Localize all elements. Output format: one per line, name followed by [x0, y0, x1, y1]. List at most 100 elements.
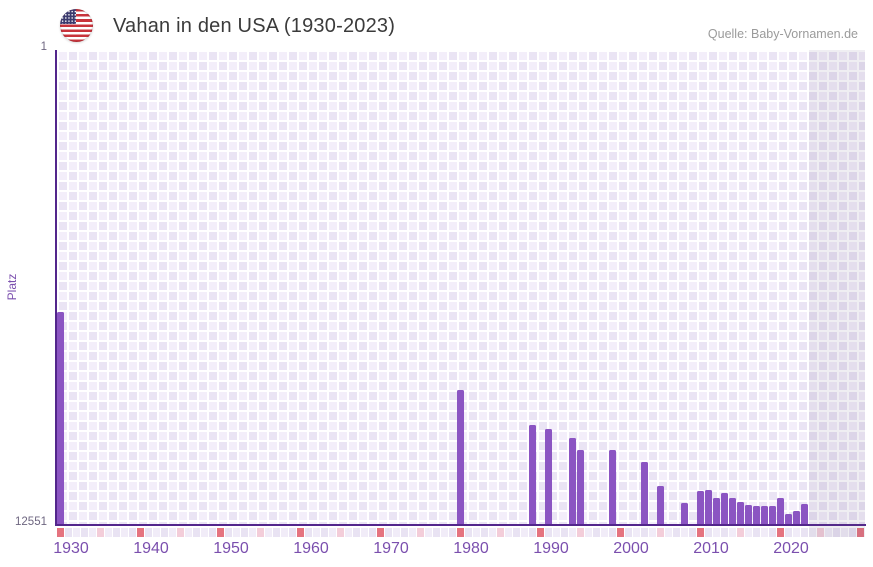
- year-marker-1945: [177, 528, 184, 537]
- rank-bar-1930[interactable]: [57, 311, 64, 525]
- year-marker-2030: [857, 528, 864, 537]
- rank-bar-2011[interactable]: [705, 490, 712, 525]
- year-marker-1956: [265, 528, 272, 537]
- source-credit: Quelle: Baby-Vornamen.de: [707, 27, 858, 41]
- year-marker-1953: [241, 528, 248, 537]
- y-tick-bottom: 12551: [15, 516, 47, 528]
- year-marker-2029: [849, 528, 856, 537]
- rank-bar-1994[interactable]: [569, 437, 576, 525]
- year-marker-1971: [385, 528, 392, 537]
- rank-bar-2014[interactable]: [729, 498, 736, 525]
- x-tick-label-2000: 2000: [613, 540, 649, 557]
- year-marker-1942: [153, 528, 160, 537]
- year-marker-2018: [761, 528, 768, 537]
- year-marker-1982: [473, 528, 480, 537]
- rank-bar-2016[interactable]: [745, 504, 752, 525]
- year-marker-1977: [433, 528, 440, 537]
- year-marker-1990: [537, 528, 544, 537]
- year-marker-1966: [345, 528, 352, 537]
- chart-title: Vahan in den USA (1930-2023): [113, 15, 396, 37]
- year-marker-1938: [121, 528, 128, 537]
- rank-bar-2020[interactable]: [777, 498, 784, 525]
- rank-bar-2015[interactable]: [737, 501, 744, 525]
- year-marker-2001: [625, 528, 632, 537]
- year-marker-1991: [545, 528, 552, 537]
- year-marker-1987: [513, 528, 520, 537]
- year-marker-1946: [185, 528, 192, 537]
- x-axis-line: [55, 524, 866, 526]
- year-marker-1999: [609, 528, 616, 537]
- x-tick-label-1980: 1980: [453, 540, 489, 557]
- y-axis-line: [55, 50, 57, 526]
- rank-bar-1995[interactable]: [577, 450, 584, 525]
- year-marker-2020: [777, 528, 784, 537]
- year-marker-1988: [521, 528, 528, 537]
- year-marker-1930: [57, 528, 64, 537]
- year-marker-2017: [753, 528, 760, 537]
- year-marker-1941: [145, 528, 152, 537]
- rank-bar-2005[interactable]: [657, 485, 664, 525]
- year-marker-1986: [505, 528, 512, 537]
- rank-bar-2017[interactable]: [753, 506, 760, 525]
- x-tick-label-1930: 1930: [53, 540, 89, 557]
- year-marker-2003: [641, 528, 648, 537]
- year-marker-1961: [305, 528, 312, 537]
- year-marker-2009: [689, 528, 696, 537]
- year-marker-2024: [809, 528, 816, 537]
- year-marker-1933: [81, 528, 88, 537]
- year-marker-2022: [793, 528, 800, 537]
- rank-bar-2022[interactable]: [793, 511, 800, 525]
- year-marker-1985: [497, 528, 504, 537]
- rank-bar-2019[interactable]: [769, 506, 776, 525]
- rank-bar-2008[interactable]: [681, 502, 688, 525]
- year-marker-1962: [313, 528, 320, 537]
- x-tick-label-1990: 1990: [533, 540, 569, 557]
- x-tick-label-1950: 1950: [213, 540, 249, 557]
- year-marker-1952: [233, 528, 240, 537]
- rank-bar-1999[interactable]: [609, 450, 616, 525]
- year-marker-1943: [161, 528, 168, 537]
- x-tick-label-1940: 1940: [133, 540, 169, 557]
- year-marker-1931: [65, 528, 72, 537]
- year-marker-2007: [673, 528, 680, 537]
- year-marker-1967: [353, 528, 360, 537]
- year-marker-1940: [137, 528, 144, 537]
- year-marker-1951: [225, 528, 232, 537]
- year-marker-2006: [665, 528, 672, 537]
- year-marker-2027: [833, 528, 840, 537]
- year-marker-2026: [825, 528, 832, 537]
- year-marker-1963: [321, 528, 328, 537]
- rank-bar-2012[interactable]: [713, 498, 720, 525]
- year-marker-2015: [737, 528, 744, 537]
- year-marker-1997: [593, 528, 600, 537]
- year-marker-1972: [393, 528, 400, 537]
- rank-bar-1980[interactable]: [457, 389, 464, 525]
- year-marker-1989: [529, 528, 536, 537]
- rank-bar-2021[interactable]: [785, 514, 792, 525]
- rank-bar-2003[interactable]: [641, 462, 648, 525]
- year-marker-1992: [553, 528, 560, 537]
- rank-bar-2018[interactable]: [761, 506, 768, 525]
- rank-bar-2010[interactable]: [697, 490, 704, 525]
- year-marker-1979: [449, 528, 456, 537]
- year-marker-1932: [73, 528, 80, 537]
- year-marker-1949: [209, 528, 216, 537]
- rank-bar-2023[interactable]: [801, 504, 808, 525]
- year-marker-1969: [369, 528, 376, 537]
- year-marker-1964: [329, 528, 336, 537]
- x-axis-labels: 1930 1940 1950 1960 1970 1980 1990 2000 2010 2020: [0, 540, 873, 560]
- rank-bar-2013[interactable]: [721, 493, 728, 525]
- year-marker-1973: [401, 528, 408, 537]
- year-marker-2004: [649, 528, 656, 537]
- year-marker-2021: [785, 528, 792, 537]
- x-tick-label-2010: 2010: [693, 540, 729, 557]
- year-marker-1937: [113, 528, 120, 537]
- rank-bar-1989[interactable]: [529, 425, 536, 525]
- year-marker-2014: [729, 528, 736, 537]
- year-marker-2023: [801, 528, 808, 537]
- x-tick-label-1960: 1960: [293, 540, 329, 557]
- year-marker-2011: [705, 528, 712, 537]
- rank-bar-1991[interactable]: [545, 428, 552, 525]
- year-marker-2008: [681, 528, 688, 537]
- year-marker-1978: [441, 528, 448, 537]
